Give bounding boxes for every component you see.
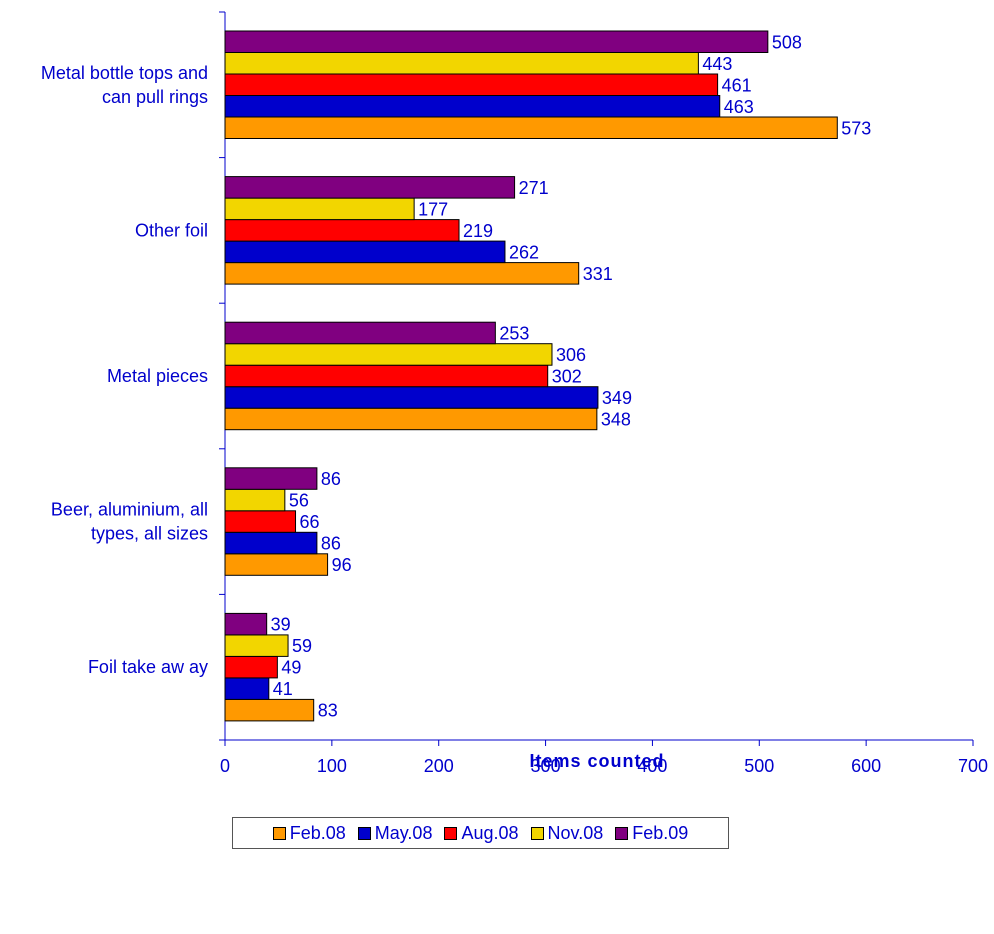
category-label: Foil take aw ay bbox=[88, 657, 208, 677]
x-tick-label: 0 bbox=[220, 756, 230, 776]
bar-feb-09 bbox=[224, 612, 268, 636]
legend-item: Feb.08 bbox=[272, 822, 346, 844]
data-label: 302 bbox=[552, 366, 582, 386]
bar-nov-08 bbox=[224, 197, 415, 221]
x-tick-label: 100 bbox=[317, 756, 347, 776]
bars: 5734634614435083312622191772713483493023… bbox=[224, 30, 871, 722]
legend-item: Nov.08 bbox=[530, 822, 604, 844]
data-label: 66 bbox=[300, 512, 320, 532]
bar-may-08 bbox=[224, 677, 270, 700]
data-label: 271 bbox=[519, 178, 549, 198]
x-tick-label: 400 bbox=[637, 756, 667, 776]
data-label: 39 bbox=[271, 615, 291, 635]
legend-label: May.08 bbox=[374, 822, 433, 843]
data-label: 349 bbox=[602, 388, 632, 408]
bar-aug-08 bbox=[224, 73, 719, 96]
x-axis-title: Items counted bbox=[529, 751, 664, 771]
bar-nov-08 bbox=[224, 634, 289, 657]
data-label: 41 bbox=[273, 679, 293, 699]
bar-may-08 bbox=[224, 531, 318, 555]
data-label: 86 bbox=[321, 534, 341, 554]
x-tick-label: 600 bbox=[851, 756, 881, 776]
data-label: 331 bbox=[583, 264, 613, 284]
data-label: 461 bbox=[722, 75, 752, 95]
data-label: 49 bbox=[281, 658, 301, 678]
data-label: 573 bbox=[841, 118, 871, 138]
category-labels: Metal bottle tops and can pull rings Other… bbox=[41, 63, 208, 677]
data-label: 262 bbox=[509, 242, 539, 262]
data-label: 463 bbox=[724, 97, 754, 117]
data-label: 96 bbox=[332, 555, 352, 575]
bar-may-08 bbox=[224, 386, 599, 409]
legend-label: Feb.08 bbox=[289, 822, 346, 843]
x-tick-label: 300 bbox=[531, 756, 561, 776]
legend-swatch bbox=[615, 826, 629, 840]
data-label: 86 bbox=[321, 469, 341, 489]
bar-feb-09 bbox=[224, 321, 496, 345]
data-label: 219 bbox=[463, 221, 493, 241]
legend-swatch bbox=[444, 826, 458, 840]
legend-label: Feb.09 bbox=[632, 822, 689, 843]
bar-aug-08 bbox=[224, 510, 297, 533]
bar-feb-08 bbox=[224, 553, 329, 576]
legend: Feb.08 May.08 Aug.08 Nov.08 Feb.09 bbox=[232, 817, 729, 849]
x-tick-label: 500 bbox=[744, 756, 774, 776]
bar-feb-08 bbox=[224, 407, 598, 431]
bar-aug-08 bbox=[224, 219, 460, 242]
bar-feb-08 bbox=[224, 262, 580, 285]
legend-item: Feb.09 bbox=[615, 823, 688, 844]
data-label: 253 bbox=[499, 323, 529, 343]
legend-swatch bbox=[357, 826, 371, 840]
category-label: Other foil bbox=[135, 220, 208, 240]
x-tick-label: 200 bbox=[424, 756, 454, 776]
bar-nov-08 bbox=[224, 343, 553, 366]
bar-may-08 bbox=[224, 95, 721, 118]
legend-item: May.08 bbox=[357, 822, 433, 844]
bar-feb-09 bbox=[224, 467, 318, 490]
bar-feb-09 bbox=[224, 30, 769, 53]
legend-swatch bbox=[272, 826, 286, 840]
data-label: 59 bbox=[292, 636, 312, 656]
data-label: 177 bbox=[418, 199, 448, 219]
category-label: Metal bottle tops and can pull rings bbox=[41, 63, 208, 107]
data-label: 348 bbox=[601, 409, 631, 429]
bar-aug-08 bbox=[224, 364, 549, 388]
x-tick-labels: 0 100 200 300 400 500 600 700 bbox=[220, 740, 988, 776]
data-label: 306 bbox=[556, 345, 586, 365]
bar-feb-08 bbox=[224, 698, 315, 722]
data-label: 508 bbox=[772, 32, 802, 52]
x-tick-label: 700 bbox=[958, 756, 988, 776]
legend-label: Aug.08 bbox=[461, 822, 519, 843]
data-label: 56 bbox=[289, 491, 309, 511]
data-label: 443 bbox=[702, 54, 732, 74]
bar-may-08 bbox=[224, 240, 506, 264]
legend-swatch bbox=[530, 826, 544, 840]
bar-nov-08 bbox=[224, 52, 699, 75]
legend-label: Nov.08 bbox=[547, 822, 604, 843]
bar-feb-09 bbox=[224, 176, 516, 199]
bar-aug-08 bbox=[224, 655, 278, 679]
bar-feb-08 bbox=[224, 116, 838, 139]
bar-nov-08 bbox=[224, 488, 286, 512]
legend-item: Aug.08 bbox=[444, 822, 519, 844]
category-label: Beer, aluminium, all types, all sizes bbox=[51, 500, 208, 544]
data-label: 83 bbox=[318, 701, 338, 721]
category-label: Metal pieces bbox=[107, 366, 208, 386]
